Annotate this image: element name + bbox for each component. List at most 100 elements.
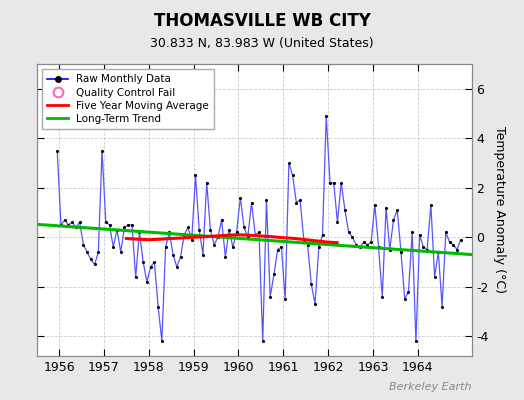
Point <box>102 219 110 226</box>
Point <box>393 207 401 213</box>
Text: 30.833 N, 83.983 W (United States): 30.833 N, 83.983 W (United States) <box>150 37 374 50</box>
Point <box>91 261 99 268</box>
Point <box>389 217 398 223</box>
Text: Berkeley Earth: Berkeley Earth <box>389 382 472 392</box>
Point <box>161 244 170 250</box>
Point <box>221 254 230 260</box>
Point <box>318 232 326 238</box>
Point <box>228 244 237 250</box>
Point <box>445 239 454 245</box>
Text: THOMASVILLE WB CITY: THOMASVILLE WB CITY <box>154 12 370 30</box>
Point <box>180 232 189 238</box>
Point <box>356 244 364 250</box>
Point <box>285 160 293 166</box>
Point <box>274 246 282 253</box>
Point <box>68 219 77 226</box>
Point <box>188 236 196 243</box>
Point <box>258 338 267 344</box>
Point <box>266 294 275 300</box>
Point <box>288 172 297 178</box>
Point <box>109 244 117 250</box>
Point <box>412 338 420 344</box>
Point <box>195 226 203 233</box>
Point <box>255 229 263 236</box>
Point <box>348 234 357 240</box>
Point <box>453 246 461 253</box>
Point <box>132 274 140 280</box>
Point <box>184 224 192 230</box>
Point <box>172 264 181 270</box>
Point <box>386 246 394 253</box>
Point <box>330 180 338 186</box>
Point <box>337 180 345 186</box>
Point <box>374 244 383 250</box>
Point <box>214 234 222 240</box>
Point <box>57 222 65 228</box>
Point <box>456 236 465 243</box>
Point <box>105 222 114 228</box>
Point <box>83 249 91 255</box>
Point <box>232 229 241 236</box>
Point <box>147 264 155 270</box>
Point <box>247 199 256 206</box>
Point <box>143 278 151 285</box>
Point <box>442 229 450 236</box>
Point <box>75 219 84 226</box>
Point <box>121 224 129 230</box>
Point <box>378 294 387 300</box>
Point <box>94 249 103 255</box>
Point <box>165 229 173 236</box>
Point <box>210 242 219 248</box>
Point <box>352 242 361 248</box>
Point <box>191 172 200 178</box>
Point <box>86 256 95 263</box>
Point <box>225 226 233 233</box>
Point <box>139 259 147 265</box>
Point <box>370 202 379 208</box>
Point <box>419 244 428 250</box>
Point <box>158 338 166 344</box>
Point <box>397 249 405 255</box>
Point <box>281 296 289 302</box>
Point <box>244 234 252 240</box>
Point <box>296 197 304 203</box>
Point <box>113 226 121 233</box>
Legend: Raw Monthly Data, Quality Control Fail, Five Year Moving Average, Long-Term Tren: Raw Monthly Data, Quality Control Fail, … <box>42 69 214 129</box>
Point <box>277 244 286 250</box>
Point <box>363 242 372 248</box>
Point <box>434 249 443 255</box>
Point <box>292 199 301 206</box>
Point <box>438 303 446 310</box>
Point <box>79 242 88 248</box>
Point <box>169 251 177 258</box>
Point <box>449 242 457 248</box>
Point <box>128 222 136 228</box>
Point <box>53 148 61 154</box>
Point <box>263 197 271 203</box>
Point <box>344 229 353 236</box>
Point <box>430 274 439 280</box>
Y-axis label: Temperature Anomaly (°C): Temperature Anomaly (°C) <box>493 126 506 294</box>
Point <box>236 194 245 201</box>
Point <box>98 148 106 154</box>
Point <box>300 236 308 243</box>
Point <box>124 222 133 228</box>
Point <box>72 224 80 230</box>
Point <box>202 180 211 186</box>
Point <box>314 244 323 250</box>
Point <box>311 301 319 307</box>
Point <box>176 254 184 260</box>
Point <box>303 242 312 248</box>
Point <box>199 251 207 258</box>
Point <box>240 224 248 230</box>
Point <box>382 204 390 211</box>
Point <box>116 249 125 255</box>
Point <box>135 229 144 236</box>
Point <box>359 239 368 245</box>
Point <box>206 226 215 233</box>
Point <box>400 296 409 302</box>
Point <box>367 239 375 245</box>
Point <box>416 232 424 238</box>
Point <box>60 217 69 223</box>
Point <box>423 246 431 253</box>
